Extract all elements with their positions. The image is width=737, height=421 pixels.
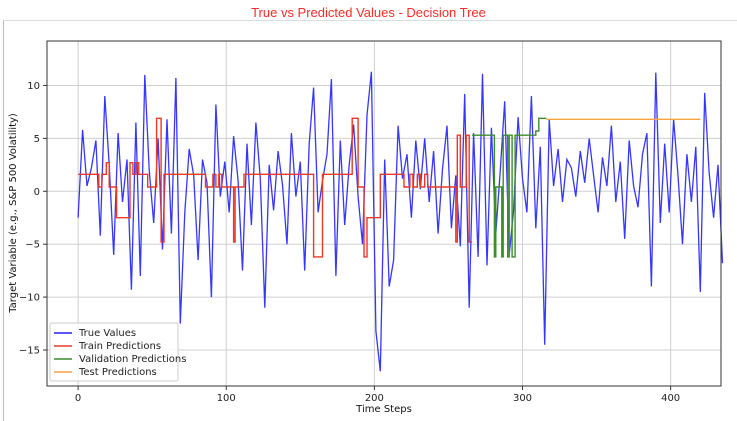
legend-label-test: Test Predictions bbox=[78, 367, 157, 378]
train-predictions-line bbox=[78, 117, 473, 258]
legend: True Values Train Predictions Validation… bbox=[49, 322, 186, 382]
x-tick-label: 400 bbox=[661, 393, 680, 404]
x-tick-label: 0 bbox=[75, 393, 81, 404]
x-axis-label: Time Steps bbox=[355, 404, 412, 415]
true-values-line bbox=[77, 71, 724, 372]
y-tick-label: −5 bbox=[25, 240, 40, 251]
y-tick-label: 10 bbox=[27, 81, 40, 92]
grid bbox=[47, 41, 721, 386]
legend-label-train: Train Predictions bbox=[78, 341, 161, 352]
y-axis-label: Target Variable (e.g., S&P 500 Volatilit… bbox=[8, 113, 19, 314]
y-tick-label: 5 bbox=[34, 134, 40, 145]
figure-frame bbox=[3, 20, 737, 421]
y-tick-label: −15 bbox=[19, 346, 40, 357]
x-tick-label: 200 bbox=[365, 393, 384, 404]
legend-label-true: True Values bbox=[78, 328, 136, 339]
y-tick-label: 0 bbox=[34, 187, 40, 198]
ticks: 0 100 200 300 400 −15 −10 −5 0 5 10 bbox=[19, 81, 680, 404]
chart-title: True vs Predicted Values - Decision Tree bbox=[251, 5, 486, 20]
plot-area-border bbox=[46, 40, 722, 387]
x-tick-label: 300 bbox=[513, 393, 532, 404]
series-layer bbox=[77, 71, 724, 372]
validation-predictions-line bbox=[472, 117, 547, 258]
x-tick-label: 100 bbox=[217, 393, 236, 404]
legend-label-validation: Validation Predictions bbox=[79, 354, 186, 365]
y-tick-label: −10 bbox=[19, 293, 40, 304]
